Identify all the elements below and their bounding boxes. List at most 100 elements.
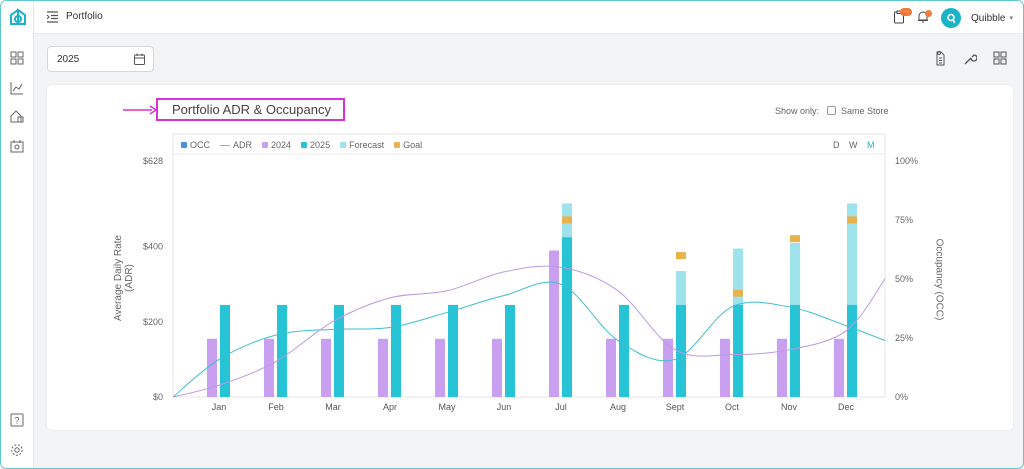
quibble-logo-icon[interactable] <box>8 8 28 28</box>
title-highlight <box>156 98 345 121</box>
help-icon[interactable]: ? <box>10 413 24 427</box>
legend-goal[interactable]: Goal <box>394 140 422 150</box>
y-tick-label: $400 <box>143 242 163 252</box>
bar-2025 <box>790 304 800 397</box>
plot-area <box>172 133 886 398</box>
chevron-down-icon[interactable]: ▾ <box>1009 15 1013 22</box>
bar-2025 <box>391 304 401 397</box>
bar-2025 <box>676 304 686 397</box>
bar-2025 <box>733 304 743 397</box>
y2-tick-label: 100% <box>895 156 918 166</box>
legend-goal-swatch <box>394 142 401 148</box>
chart-title: Portfolio ADR & Occupancy <box>172 102 331 117</box>
period-day[interactable]: D <box>833 140 840 150</box>
notifications-badge <box>925 10 933 17</box>
bar-2024 <box>264 338 274 397</box>
legend-occ-label: OCC <box>190 140 210 150</box>
bar-2024 <box>606 338 616 397</box>
bar-2025 <box>847 304 857 397</box>
goal-marker <box>562 216 572 224</box>
grid-view-icon[interactable] <box>993 50 1007 66</box>
x-tick-label: Sept <box>666 402 685 412</box>
bar-2025 <box>448 304 458 397</box>
bar-2024 <box>834 338 844 397</box>
calendar-dollar-icon[interactable] <box>10 139 24 153</box>
goal-marker <box>790 235 800 243</box>
y-tick-label: $200 <box>143 317 163 327</box>
same-store-label[interactable]: Same Store <box>841 106 889 116</box>
legend-adr-label: ADR <box>233 140 253 150</box>
legend-2025[interactable]: 2025 <box>301 140 330 150</box>
bar-2024 <box>720 338 730 397</box>
bar-2025 <box>619 304 629 397</box>
sidebar: ? <box>1 1 34 468</box>
legend-2024[interactable]: 2024 <box>262 140 291 150</box>
show-only-label: Show only: <box>775 106 820 116</box>
bar-2025 <box>220 304 230 397</box>
dashboard-icon[interactable] <box>10 51 24 65</box>
bar-2025 <box>277 304 287 397</box>
adr-line <box>172 281 886 398</box>
y2-tick-label: 50% <box>895 274 913 284</box>
tasks-badge: ··· <box>900 8 913 16</box>
year-picker[interactable]: 2025 <box>47 46 154 72</box>
legend-forecast-swatch <box>340 142 347 148</box>
goal-marker <box>676 252 686 260</box>
toolbar <box>933 50 1007 66</box>
x-tick-label: Oct <box>725 402 740 412</box>
same-store-checkbox[interactable] <box>827 106 836 115</box>
x-tick-label: Feb <box>268 402 284 412</box>
legend-forecast[interactable]: Forecast <box>340 140 384 150</box>
export-file-icon[interactable] <box>933 50 947 66</box>
y-tick-label: $628 <box>143 156 163 166</box>
quibble-avatar-icon <box>947 13 956 23</box>
x-tick-label: Apr <box>383 402 397 412</box>
notifications-button[interactable] <box>917 10 933 26</box>
legend-occ[interactable]: OCC <box>181 140 210 150</box>
bar-2025 <box>334 304 344 397</box>
bar-2024 <box>663 338 673 397</box>
avatar[interactable] <box>941 8 962 28</box>
bar-2024 <box>549 250 559 397</box>
bar-2024 <box>207 338 217 397</box>
x-tick-label: Dec <box>838 402 855 412</box>
x-tick-label: Nov <box>781 402 798 412</box>
tasks-button[interactable]: ··· <box>893 8 913 26</box>
legend-forecast-label: Forecast <box>349 140 385 150</box>
x-tick-label: Aug <box>610 402 626 412</box>
breadcrumb: Portfolio <box>66 11 103 22</box>
legend-goal-label: Goal <box>403 140 423 150</box>
legend-adr[interactable]: ADR <box>220 140 252 150</box>
goal-marker <box>847 216 857 224</box>
legend-2024-label: 2024 <box>271 140 292 150</box>
collapse-menu-icon[interactable] <box>46 11 59 23</box>
property-icon[interactable] <box>10 109 24 123</box>
legend-2025-label: 2025 <box>310 140 331 150</box>
bar-2024 <box>777 338 787 397</box>
bar-2024 <box>321 338 331 397</box>
wrench-icon[interactable] <box>963 50 977 66</box>
line-chart-icon[interactable] <box>10 81 24 95</box>
period-month[interactable]: M <box>867 140 875 150</box>
period-week[interactable]: W <box>849 140 858 150</box>
user-name[interactable]: Quibble <box>971 12 1006 24</box>
legend-2025-swatch <box>301 142 308 148</box>
x-tick-label: Mar <box>325 402 341 412</box>
bar-2024 <box>435 338 445 397</box>
bar-2024 <box>378 338 388 397</box>
y2-tick-label: 0% <box>895 392 908 402</box>
x-tick-label: May <box>438 402 456 412</box>
goal-marker <box>733 289 743 297</box>
year-value: 2025 <box>57 54 80 65</box>
x-tick-label: Jun <box>497 402 512 412</box>
y-tick-label: $0 <box>153 392 163 402</box>
legend-adr-swatch <box>220 144 230 146</box>
x-tick-label: Jul <box>555 402 567 412</box>
calendar-icon <box>134 53 145 65</box>
bar-2025 <box>505 304 515 397</box>
chart-legend: OCC ADR 2024 2025 Forecast Goal <box>181 140 422 150</box>
settings-gear-icon[interactable] <box>10 443 24 457</box>
bar-2025 <box>562 237 572 397</box>
